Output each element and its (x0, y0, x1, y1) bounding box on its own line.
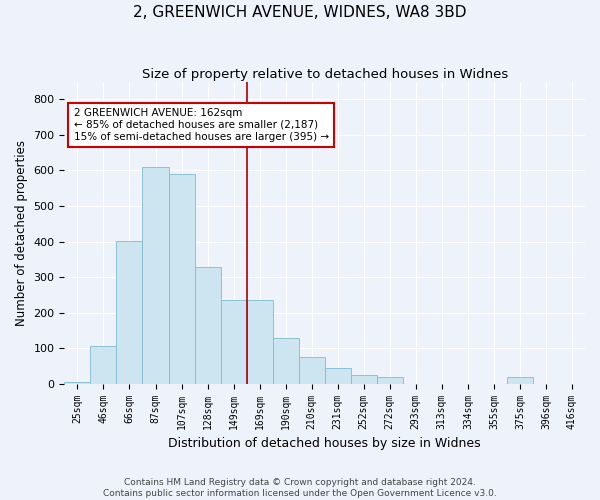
Bar (142, 166, 169, 384)
Bar (169, 174, 194, 384)
Bar (325, 368, 351, 384)
Text: 2, GREENWICH AVENUE, WIDNES, WA8 3BD: 2, GREENWICH AVENUE, WIDNES, WA8 3BD (133, 5, 467, 20)
Bar (116, 241, 142, 384)
Bar (351, 375, 377, 384)
Bar (507, 378, 533, 384)
Text: Contains HM Land Registry data © Crown copyright and database right 2024.
Contai: Contains HM Land Registry data © Crown c… (103, 478, 497, 498)
Bar (194, 267, 221, 384)
Bar (91, 346, 116, 384)
Bar (247, 300, 272, 384)
Text: 2 GREENWICH AVENUE: 162sqm
← 85% of detached houses are smaller (2,187)
15% of s: 2 GREENWICH AVENUE: 162sqm ← 85% of deta… (74, 108, 329, 142)
X-axis label: Distribution of detached houses by size in Widnes: Distribution of detached houses by size … (169, 437, 481, 450)
Bar (272, 338, 299, 384)
Y-axis label: Number of detached properties: Number of detached properties (15, 140, 28, 326)
Bar (64, 382, 91, 384)
Bar (221, 300, 247, 384)
Bar (299, 357, 325, 384)
Bar (377, 376, 403, 384)
Title: Size of property relative to detached houses in Widnes: Size of property relative to detached ho… (142, 68, 508, 80)
